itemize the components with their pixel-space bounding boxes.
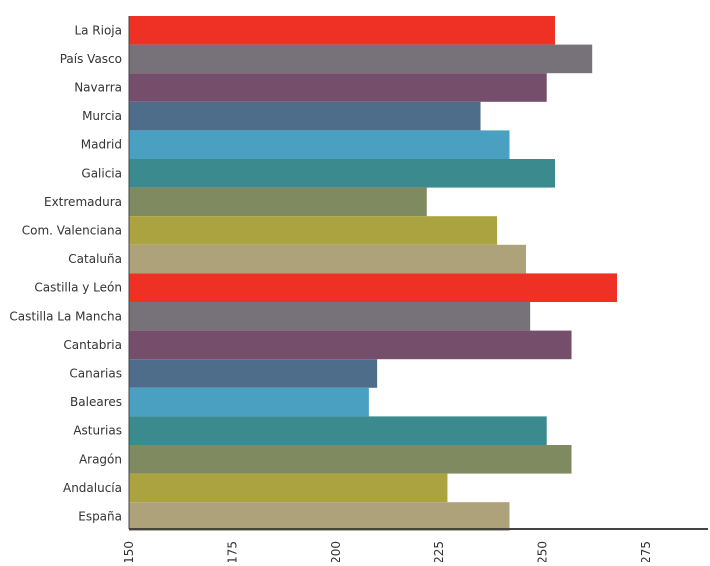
bar (129, 216, 498, 245)
x-axis: 150 175 200 225 250 275 (122, 528, 708, 564)
category-label: Canarias (69, 367, 122, 381)
bar (129, 473, 448, 503)
category-label: Baleares (70, 395, 122, 409)
category-label: Andalucía (63, 481, 122, 495)
bar (129, 44, 593, 74)
x-tick-label: 150 (122, 541, 136, 562)
category-label: Aragón (79, 452, 122, 466)
bar (129, 445, 572, 474)
bar (129, 387, 369, 417)
category-label: Madrid (81, 138, 122, 152)
x-tick-label: 275 (639, 541, 653, 562)
category-label: Asturias (73, 424, 122, 438)
category-label: País Vasco (60, 52, 122, 66)
category-label: Murcia (82, 109, 122, 123)
bar (129, 502, 510, 531)
category-label: Cataluña (68, 252, 122, 266)
bar (129, 244, 527, 274)
category-label: Cantabria (63, 338, 122, 352)
bar (129, 330, 572, 360)
category-label: Castilla y León (34, 281, 122, 295)
bar (129, 73, 547, 102)
category-label: España (78, 510, 122, 524)
x-tick-label: 200 (329, 541, 343, 562)
category-label: Castilla La Mancha (9, 309, 122, 323)
bar (129, 273, 618, 302)
bar (129, 187, 427, 217)
bar (129, 359, 378, 388)
category-label: Navarra (74, 81, 122, 95)
category-labels-group: La Rioja País Vasco Navarra Murcia Madrid Gal… (9, 23, 122, 523)
category-label: Extremadura (44, 195, 122, 209)
x-tick-label: 225 (432, 541, 446, 562)
category-label: Galicia (81, 166, 122, 180)
x-tick-label: 250 (536, 541, 550, 562)
category-label: Com. Valenciana (22, 224, 122, 238)
bar (129, 159, 555, 188)
bar (129, 16, 555, 45)
bar (129, 302, 531, 331)
category-label: La Rioja (74, 23, 122, 37)
bar (129, 101, 481, 131)
bar (129, 416, 547, 445)
bars-group (129, 16, 618, 531)
x-tick-label: 175 (225, 541, 239, 562)
bar (129, 130, 510, 159)
